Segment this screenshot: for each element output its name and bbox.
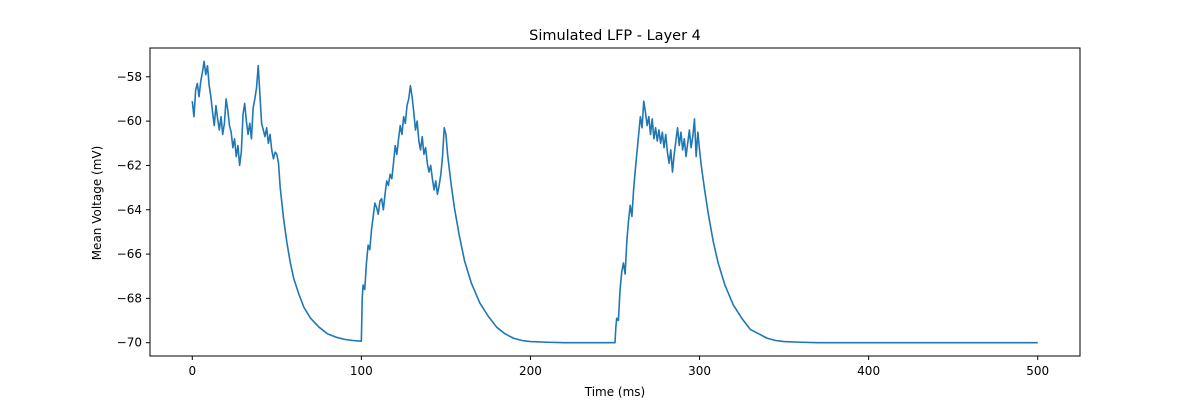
plot-area [191,60,1038,344]
y-tick-label: −58 [117,70,142,84]
y-tick-label: −66 [117,247,142,261]
x-tick-label: 100 [350,364,373,378]
chart-title: Simulated LFP - Layer 4 [529,28,701,44]
y-tick-label: −68 [117,291,142,305]
y-tick-label: −60 [117,114,142,128]
x-tick-label: 300 [688,364,711,378]
x-tick-label: 200 [519,364,542,378]
y-axis: −70 −68 −66 −64 −62 −60 −58 [117,70,150,350]
plot-frame [149,47,1081,357]
y-axis-label: Mean Voltage (mV) [90,146,104,261]
y-tick-label: −62 [117,158,142,172]
x-axis-label: Time (ms) [584,385,646,399]
y-tick-label: −64 [117,203,142,217]
series-line-0 [191,60,1038,344]
x-tick-label: 500 [1026,364,1049,378]
x-tick-label: 0 [188,364,196,378]
x-axis: 0 100 200 300 400 500 [188,356,1049,378]
y-tick-label: −70 [117,336,142,350]
x-tick-label: 400 [857,364,880,378]
